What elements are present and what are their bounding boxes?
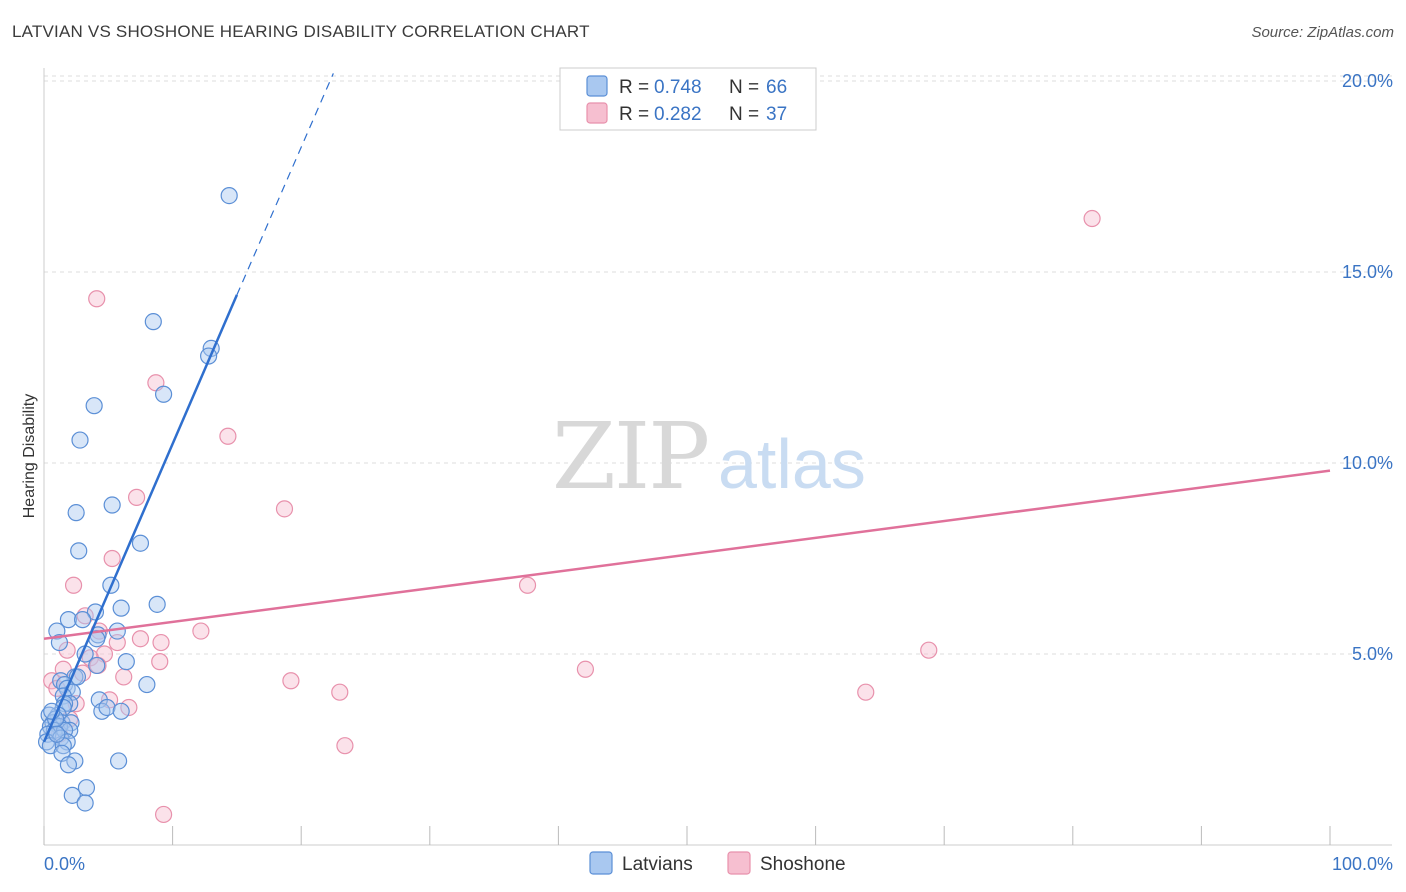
shoshone-point [219, 427, 237, 445]
shoshone-point [920, 641, 938, 659]
shoshone-point [131, 630, 150, 648]
latvians-point [59, 611, 78, 629]
legend-n-label: N = [729, 77, 759, 98]
latvians-point [76, 794, 94, 812]
shoshone-trend-line [43, 469, 1331, 640]
y-tick-label: 20.0% [1342, 71, 1393, 91]
latvians-point [117, 653, 135, 671]
latvians-point [98, 698, 116, 717]
legend-swatch-shoshone [727, 851, 751, 875]
legend-n-label: N = [729, 104, 759, 125]
latvians-point [77, 779, 96, 797]
latvians-point [70, 542, 88, 560]
legend-swatch-shoshone [586, 102, 608, 124]
y-tick-label: 10.0% [1342, 453, 1393, 473]
shoshone-point [152, 633, 170, 652]
latvians-points [37, 187, 238, 812]
shoshone-point [64, 576, 83, 594]
latvians-point [63, 786, 81, 804]
shoshone-point [120, 698, 138, 717]
latvians-point [112, 702, 130, 720]
latvians-point [67, 504, 85, 522]
legend-r-label: R = [619, 104, 649, 125]
shoshone-point [282, 672, 300, 690]
latvians-point [73, 611, 92, 629]
correlation-legend: R = 0.748 N = 66 R = 0.282 N = 37 [559, 67, 817, 131]
latvians-trend-line [42, 294, 239, 743]
shoshone-point [336, 737, 354, 755]
shoshone-point [275, 500, 294, 518]
latvians-point [48, 725, 66, 743]
latvians-point [138, 675, 156, 694]
shoshone-point [115, 668, 133, 686]
shoshone-point [576, 660, 595, 678]
latvians-point [85, 397, 103, 415]
x-tick-label: 0.0% [44, 854, 85, 874]
legend-label-latvians: Latvians [622, 854, 693, 875]
y-tick-label: 5.0% [1352, 644, 1393, 664]
y-tick-label: 15.0% [1342, 262, 1393, 282]
legend-r-value: 0.282 [654, 104, 702, 125]
latvians-point [71, 431, 89, 449]
series-legend: Latvians Shoshone [589, 851, 846, 875]
shoshone-point [151, 653, 169, 671]
watermark-atlas: atlas [718, 425, 866, 503]
latvians-point [144, 313, 162, 331]
legend-n-value: 37 [766, 104, 787, 125]
shoshone-point [331, 683, 349, 701]
legend-swatch-latvians [589, 851, 613, 875]
shoshone-point [154, 805, 173, 824]
legend-r-value: 0.748 [654, 77, 702, 98]
shoshone-points [43, 209, 1101, 824]
shoshone-point [88, 290, 106, 308]
source-credit: Source: ZipAtlas.com [1251, 24, 1394, 41]
legend-r-label: R = [619, 77, 649, 98]
latvians-point [112, 599, 130, 617]
shoshone-point [103, 549, 121, 568]
legend-n-value: 66 [766, 77, 787, 98]
watermark-zip: ZIP [552, 403, 708, 510]
shoshone-point [192, 622, 210, 640]
grid [44, 75, 1392, 655]
latvians-trend-extension [236, 73, 334, 296]
shoshone-point [518, 576, 537, 594]
latvians-point [59, 756, 78, 774]
watermark: ZIP atlas [552, 403, 866, 510]
legend-label-shoshone: Shoshone [760, 854, 846, 875]
latvians-point [88, 656, 106, 675]
latvians-point [148, 595, 166, 613]
latvians-point [131, 534, 150, 552]
latvians-point [220, 187, 238, 205]
shoshone-point [127, 488, 146, 506]
x-tick-label: 100.0% [1332, 854, 1393, 874]
latvians-point [109, 752, 128, 770]
latvians-point [154, 385, 173, 403]
axes: 5.0% 10.0% 15.0% 20.0% 0.0% 100.0% [43, 68, 1393, 874]
trend-lines [42, 73, 1331, 743]
shoshone-point [857, 683, 875, 701]
latvians-point [103, 496, 121, 514]
latvians-point [50, 633, 69, 652]
legend-swatch-latvians [586, 75, 608, 97]
shoshone-point [1083, 209, 1101, 228]
y-axis-label: Hearing Disability [21, 394, 38, 519]
chart-title: LATVIAN VS SHOSHONE HEARING DISABILITY C… [12, 22, 590, 41]
